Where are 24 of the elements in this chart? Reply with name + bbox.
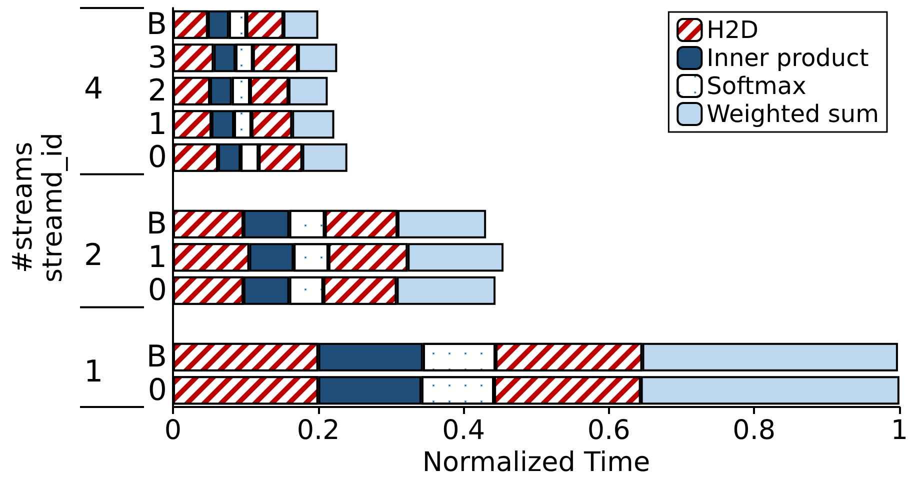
y-tick-label: 0	[148, 140, 167, 176]
x-tick-label: 0.2	[296, 415, 340, 446]
legend-label: Weighted sum	[706, 100, 880, 128]
text: 2	[84, 238, 104, 273]
legend-label: Softmax	[706, 72, 806, 100]
x-tick-label: 0.6	[587, 415, 630, 446]
y-tick-label: 3	[148, 40, 167, 76]
x-tick-label: 1	[890, 415, 908, 446]
y-tick-label: 1	[148, 106, 167, 142]
y-axis-title: #streams streamd_id	[8, 132, 68, 282]
y-tick-label: 0	[148, 372, 167, 408]
legend-label: Inner product	[706, 44, 869, 72]
x-tick-label: 0.8	[732, 415, 776, 446]
text: 1	[84, 354, 104, 390]
y-tick-label: B	[146, 340, 167, 375]
x-tick-label: 0.4	[442, 415, 486, 446]
legend-label: H2D	[706, 16, 758, 44]
y-tick-label: B	[146, 206, 167, 242]
text: 4	[84, 72, 104, 107]
x-axis-title: Normalized Time	[422, 447, 650, 478]
y-tick-label: 0	[148, 273, 167, 308]
y-tick-label: 1	[148, 240, 167, 275]
y-tick-label: 2	[148, 74, 167, 109]
y-tick-label: B	[146, 7, 167, 42]
